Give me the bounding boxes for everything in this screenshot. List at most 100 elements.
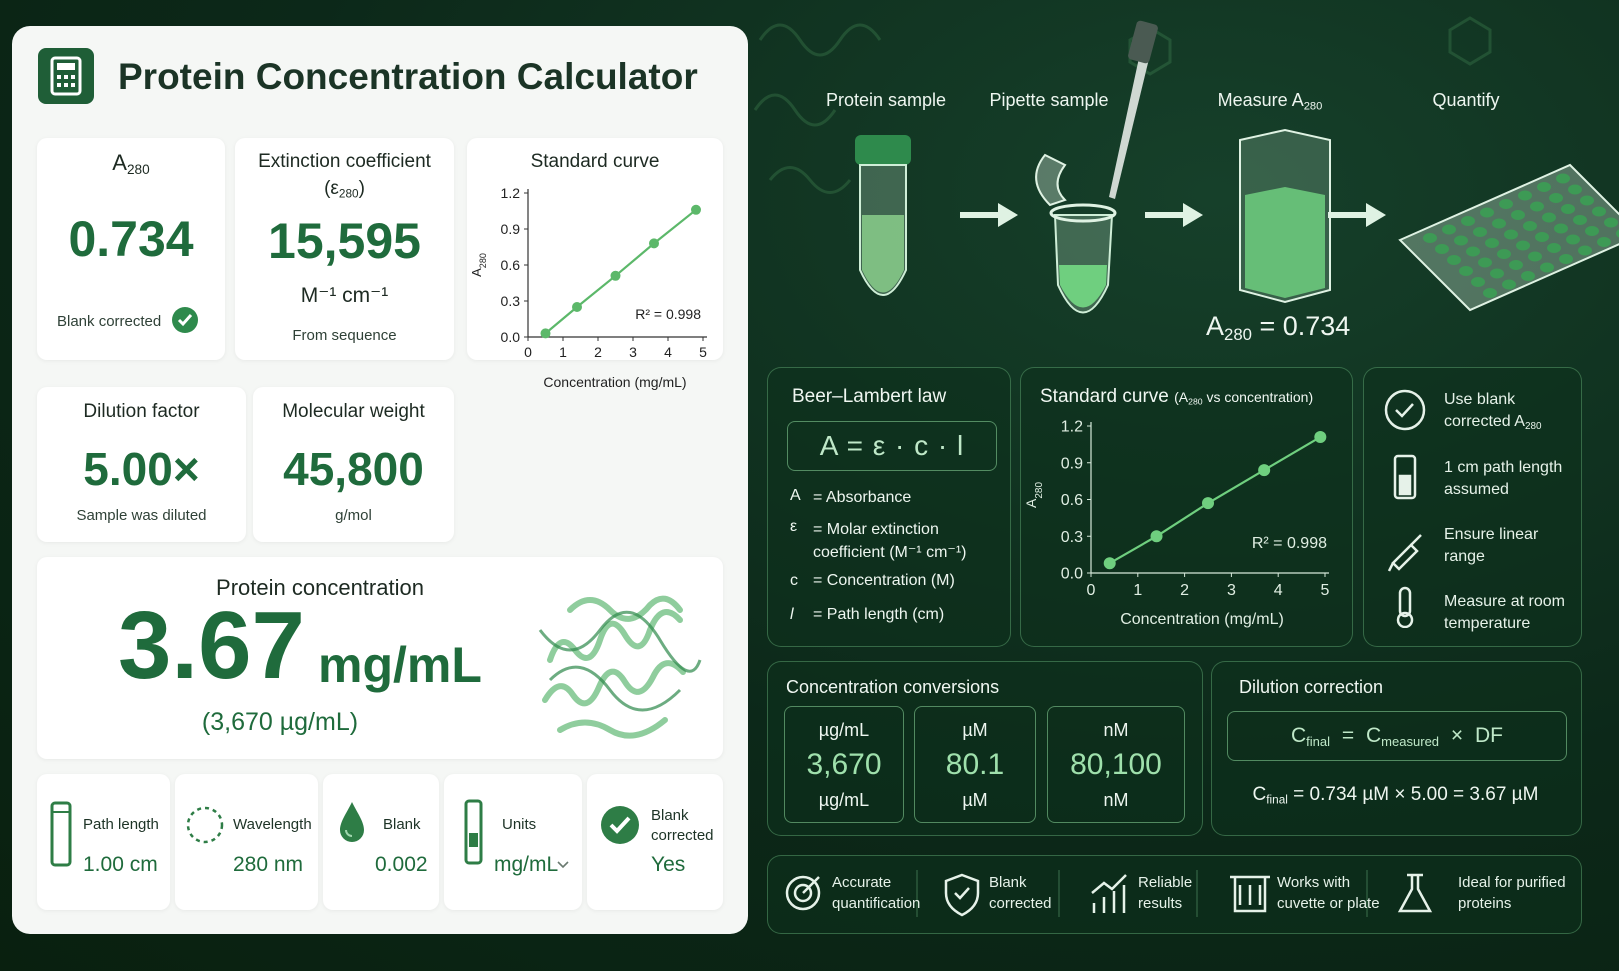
mw-value: 45,800 [283, 443, 424, 495]
a280-note: Blank corrected [57, 313, 162, 330]
mw-unit: g/mol [335, 507, 372, 524]
conversion-value: 80.1 [945, 748, 1005, 781]
formula-box [787, 421, 997, 471]
well [1554, 223, 1568, 234]
y-tick-label: 1.2 [1061, 419, 1083, 436]
c-sub: final [1306, 733, 1331, 749]
decoration [557, 717, 668, 739]
symbol: A [790, 487, 801, 504]
decoration [1398, 586, 1412, 618]
well [1459, 266, 1473, 276]
mw-label: Molecular weight [282, 401, 425, 422]
label: A [112, 150, 127, 175]
param-value: Yes [651, 853, 686, 876]
decoration [944, 873, 980, 917]
well [1511, 210, 1525, 220]
term-text: = Concentration (M) [813, 572, 955, 589]
decoration [1410, 534, 1422, 546]
well [1537, 182, 1551, 192]
conversion-header: µM [962, 720, 988, 740]
conversion-unit: µg/mL [818, 790, 870, 810]
param-card [587, 774, 723, 910]
well [1497, 249, 1511, 259]
term-symbol: A [790, 487, 801, 505]
x-tick-label: 3 [1227, 582, 1236, 599]
conversion-value: 80,100 [1070, 748, 1162, 781]
data-point [1202, 497, 1214, 510]
param-label: Wavelength [233, 816, 312, 833]
decoration [1091, 874, 1127, 894]
well [1499, 199, 1513, 209]
conversion-header: µg/mL [818, 720, 870, 740]
x-tick-label: 0 [524, 344, 532, 360]
title: Standard curve [1040, 386, 1169, 407]
decoration [57, 63, 75, 70]
decoration [1384, 389, 1426, 431]
decoration [469, 833, 478, 847]
result-card [37, 557, 723, 759]
well [1535, 232, 1549, 242]
result-label: Protein concentration [216, 575, 424, 600]
feature-icons [785, 870, 1433, 917]
y-tick-label: 0.9 [1061, 455, 1083, 472]
x-tick-label: 5 [1321, 582, 1330, 599]
well [1547, 243, 1561, 253]
tip-text: Ensure linear range [1444, 526, 1539, 565]
y-axis-label: A280 [469, 253, 488, 277]
tip-icons [1384, 389, 1426, 628]
symbol-end: ) [358, 178, 365, 199]
well [1578, 245, 1592, 256]
decoration [1128, 20, 1158, 64]
decoration [753, 93, 837, 127]
param-card [323, 774, 439, 910]
path-length-icon [50, 801, 72, 867]
conversion-unit: nM [1103, 790, 1129, 810]
extinction-value: 15,595 [268, 213, 421, 269]
tip-text: Use blank corrected A280 [1444, 389, 1574, 438]
well [1492, 218, 1506, 229]
term-text: = Path length (cm) [813, 606, 945, 623]
well [1502, 279, 1516, 290]
decoration [609, 816, 631, 834]
well [1435, 244, 1449, 254]
y-tick-label: 0.0 [1061, 566, 1083, 583]
decoration [785, 875, 821, 911]
check-icon [172, 307, 198, 333]
dropdown-chevron[interactable] [556, 859, 570, 871]
well [1592, 206, 1606, 217]
well [1585, 226, 1599, 236]
c-sub: measured [1381, 733, 1440, 749]
dilution-example: Cfinal = 0.734 µM × 5.00 = 3.67 µM [1211, 784, 1580, 807]
decoration [1396, 611, 1414, 628]
extinction-label: Extinction coefficient [258, 151, 431, 172]
data-point [1150, 530, 1163, 543]
well [1504, 229, 1518, 240]
decoration [57, 75, 61, 79]
y-tick-label: 0.3 [501, 293, 521, 309]
y-label: A [469, 268, 484, 277]
well [1490, 268, 1504, 279]
data-point [1314, 431, 1327, 444]
decoration [1393, 454, 1417, 500]
r2-annotation: R² = 0.998 [635, 306, 701, 322]
decoration [64, 83, 68, 87]
units-dropdown[interactable]: mg/mL [494, 853, 559, 876]
dilution-formula: Cfinal = Cmeasured × DF [1227, 724, 1567, 749]
decoration [345, 829, 353, 837]
label-sub: 280 [126, 162, 150, 178]
x-tick-label: 4 [664, 344, 672, 360]
decoration [464, 799, 483, 865]
decoration: (A280 vs concentration) [1174, 389, 1313, 407]
x-tick-label: 3 [629, 344, 637, 360]
tip-text: Measure at room temperature [1444, 593, 1565, 632]
well [1542, 212, 1556, 223]
panel-title: Standard curve (A280 vs concentration) [1040, 386, 1313, 408]
y-tick-label: 0.3 [1061, 529, 1083, 546]
step-label: Pipette sample [989, 90, 1109, 110]
dilution-card [37, 387, 246, 542]
decoration [1387, 562, 1395, 572]
data-point [572, 302, 582, 312]
x-tick-label: 0 [1087, 582, 1096, 599]
param-label: Blank corrected [651, 807, 714, 844]
